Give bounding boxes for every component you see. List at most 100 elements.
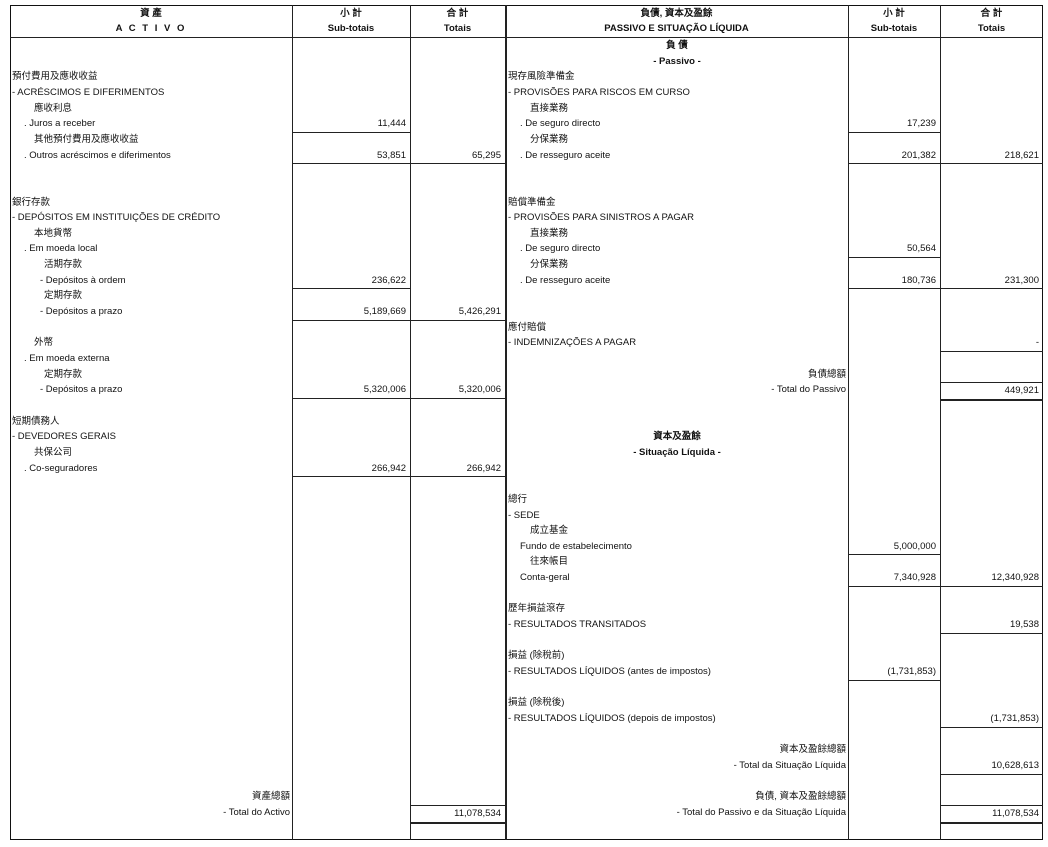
total-value: 266,942 bbox=[411, 461, 505, 478]
subtotals-pt: Sub-totais bbox=[327, 23, 375, 34]
left-line-item: - DEPÓSITOS EM INSTITUIÇÕES DE CRÉDITO bbox=[0, 210, 1048, 226]
total-value: 5,320,006 bbox=[411, 382, 505, 399]
right-line-item: 直接業務 bbox=[0, 226, 1048, 242]
right-line-item: - Total da Situação Líquida 10,628,613 bbox=[0, 758, 1048, 775]
left-line-item: - Depósitos a prazo 5,320,006 5,320,006 bbox=[0, 382, 1048, 399]
item-label: - Depósitos a prazo bbox=[40, 384, 123, 396]
item-label: 短期債務人 bbox=[12, 415, 60, 427]
activo-header: 資 產 A C T I V O bbox=[10, 6, 292, 36]
right-line-item: 分保業務 bbox=[0, 132, 1048, 148]
item-label: 總行 bbox=[508, 493, 528, 505]
left-line-item: . Em moeda local bbox=[0, 241, 1048, 257]
item-label: - Situação Líquida - bbox=[633, 446, 721, 458]
total-value: - bbox=[941, 335, 1043, 352]
subtotal-value: 266,942 bbox=[293, 461, 410, 478]
subtotal-value: 53,851 bbox=[293, 148, 410, 165]
item-label: 負 債 bbox=[666, 40, 688, 51]
passivo-header: 負債, 資本及盈餘 PASSIVO E SITUAÇÃO LÍQUIDA bbox=[505, 6, 848, 36]
right-line-item: 分保業務 bbox=[0, 257, 1048, 273]
item-label: 資本及盈餘總額 bbox=[779, 744, 846, 756]
item-label: - Total do Passivo bbox=[771, 384, 846, 396]
right-line-item: 資本及盈餘 bbox=[0, 429, 1048, 445]
item-label: 分保業務 bbox=[530, 259, 569, 271]
total-value: 11,078,534 bbox=[411, 804, 505, 824]
item-label: 負債總額 bbox=[807, 368, 846, 380]
right-line-item: - PROVISÕES PARA SINISTROS A PAGAR bbox=[0, 210, 1048, 226]
total-value: 218,621 bbox=[941, 148, 1043, 165]
total-value: 449,921 bbox=[941, 382, 1043, 401]
right-line-item: 損益 (除稅後) bbox=[0, 695, 1048, 711]
item-label: . Juros a receber bbox=[24, 118, 96, 130]
item-label: . Outros acréscimos e diferimentos bbox=[24, 149, 171, 161]
passivo-header-pt: PASSIVO E SITUAÇÃO LÍQUIDA bbox=[604, 23, 749, 34]
item-label: - Total do Activo bbox=[223, 806, 290, 818]
item-label: 預付費用及應收收益 bbox=[12, 71, 98, 83]
divider bbox=[410, 5, 411, 840]
left-line-item: - Depósitos à ordem 236,622 bbox=[0, 273, 1048, 290]
subtotal-value: 7,340,928 bbox=[849, 570, 940, 587]
item-label: 應付賠償 bbox=[508, 321, 547, 333]
right-line-item: - SEDE bbox=[0, 508, 1048, 524]
totals-zh: 合 計 bbox=[980, 8, 1003, 19]
item-label: - INDEMNIZAÇÕES A PAGAR bbox=[508, 337, 637, 349]
right-line-item: 負債總額 bbox=[0, 367, 1048, 383]
right-line-item: - Passivo - bbox=[0, 54, 1048, 70]
left-line-item: 短期債務人 bbox=[0, 414, 1048, 430]
total-value: (1,731,853) bbox=[941, 711, 1043, 728]
item-label: Fundo de estabelecimento bbox=[520, 540, 632, 552]
item-label: 資產總額 bbox=[251, 791, 290, 803]
left-line-item: 活期存款 bbox=[0, 257, 1048, 273]
right-line-item: . De resseguro aceite 180,736 231,300 bbox=[0, 273, 1048, 290]
divider bbox=[505, 5, 507, 840]
item-label: 負債, 資本及盈餘總額 bbox=[755, 791, 846, 803]
total-value: 65,295 bbox=[411, 148, 505, 165]
item-label: - ACRÉSCIMOS E DIFERIMENTOS bbox=[12, 86, 165, 98]
activo-header-zh: 資 產 bbox=[140, 8, 162, 19]
subtotal-value: 180,736 bbox=[849, 273, 940, 290]
left-line-item: 應收利息 bbox=[0, 101, 1048, 117]
right-line-item: . De seguro directo 17,239 bbox=[0, 116, 1048, 133]
totals-zh: 合 計 bbox=[446, 8, 469, 19]
right-totals-header: 合 計 Totais bbox=[940, 6, 1043, 36]
right-line-item: . De resseguro aceite 201,382 218,621 bbox=[0, 148, 1048, 165]
item-label: 往來帳目 bbox=[530, 556, 569, 568]
item-label: - PROVISÕES PARA RISCOS EM CURSO bbox=[508, 86, 690, 98]
left-line-item: . Co-seguradores 266,942 266,942 bbox=[0, 461, 1048, 478]
item-label: 本地貨幣 bbox=[34, 227, 73, 239]
left-line-item: 定期存款 bbox=[0, 367, 1048, 383]
item-label: - Total da Situação Líquida bbox=[733, 759, 846, 771]
subtotal-value: 5,189,669 bbox=[293, 304, 410, 321]
right-subtotals-header: 小 計 Sub-totais bbox=[848, 6, 940, 36]
subtotals-zh: 小 計 bbox=[340, 8, 362, 19]
subtotals-pt: Sub-totais bbox=[870, 23, 918, 34]
total-value: 12,340,928 bbox=[941, 570, 1043, 587]
item-label: - Depósitos a prazo bbox=[40, 306, 123, 318]
subtotal-value: 50,564 bbox=[849, 241, 940, 259]
left-line-item: 資產總額 bbox=[0, 789, 1048, 805]
item-label: 外幣 bbox=[34, 337, 54, 349]
left-line-item: . Em moeda externa bbox=[0, 351, 1048, 367]
right-line-item: - INDEMNIZAÇÕES A PAGAR - bbox=[0, 335, 1048, 352]
divider bbox=[848, 5, 849, 840]
item-label: 資本及盈餘 bbox=[653, 431, 701, 443]
item-label: 損益 (除稅前) bbox=[508, 650, 565, 662]
subtotal-value: 5,320,006 bbox=[293, 382, 410, 399]
activo-header-pt: A C T I V O bbox=[115, 23, 187, 34]
item-label: - Passivo - bbox=[653, 55, 701, 67]
right-line-item: 負 債 bbox=[0, 38, 1048, 54]
item-label: . De resseguro aceite bbox=[520, 274, 611, 286]
item-label: - DEVEDORES GERAIS bbox=[12, 431, 116, 443]
item-label: 共保公司 bbox=[34, 446, 73, 458]
subtotals-zh: 小 計 bbox=[883, 8, 905, 19]
passivo-header-zh: 負債, 資本及盈餘 bbox=[640, 8, 713, 19]
item-label: 歷年損益滾存 bbox=[508, 603, 566, 615]
item-label: 活期存款 bbox=[44, 259, 83, 271]
balance-sheet-frame bbox=[10, 5, 1043, 840]
divider bbox=[940, 5, 941, 840]
right-line-item: Fundo de estabelecimento 5,000,000 bbox=[0, 539, 1048, 556]
total-value: 10,628,613 bbox=[941, 758, 1043, 775]
item-label: 成立基金 bbox=[530, 525, 569, 537]
item-label: 應收利息 bbox=[34, 102, 73, 114]
right-line-item: - Total do Passivo 449,921 bbox=[0, 382, 1048, 401]
right-line-item: 資本及盈餘總額 bbox=[0, 742, 1048, 758]
